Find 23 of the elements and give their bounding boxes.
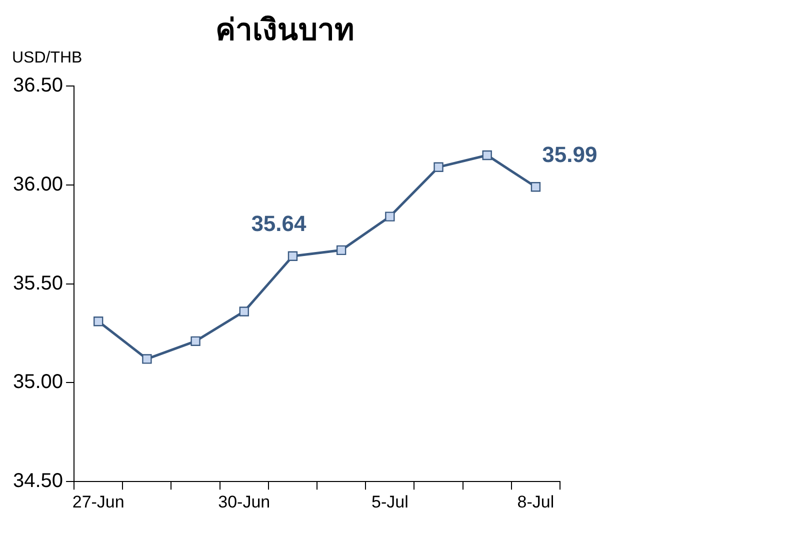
data-label: 35.64	[251, 211, 308, 236]
point	[94, 316, 104, 326]
y-tick-label: 35.00	[12, 371, 64, 394]
point	[239, 306, 249, 316]
x-tick-label: 5-Jul	[371, 492, 408, 512]
point	[434, 162, 444, 172]
point	[336, 245, 346, 256]
x-tick-label: 27-Jun	[72, 492, 124, 512]
y-tick-label: 34.50	[12, 470, 64, 492]
point	[190, 336, 200, 346]
x-tick-label: 8-Jul	[517, 492, 554, 512]
y-tick-label: 36.50	[12, 74, 64, 97]
point	[142, 354, 152, 364]
y-tick-label: 35.50	[12, 272, 64, 294]
point	[530, 182, 541, 192]
point	[482, 150, 492, 160]
y-axis-title: USD/THB	[12, 49, 82, 66]
point	[288, 251, 298, 261]
chart-title: ค่าเงินบาท	[216, 12, 354, 48]
y-tick-label: 36.00	[12, 173, 64, 196]
x-tick-label: 30-Jun	[218, 492, 270, 512]
point	[385, 212, 395, 222]
data-label: 35.99	[542, 142, 598, 167]
